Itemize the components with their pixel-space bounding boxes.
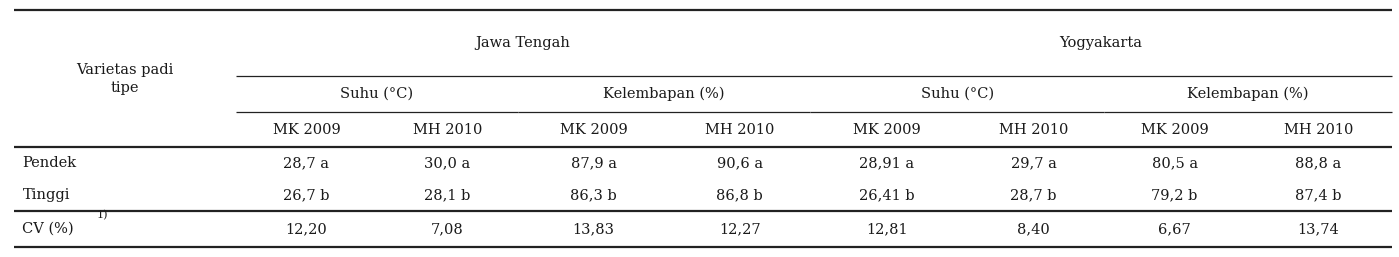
Text: 87,4 b: 87,4 b	[1295, 188, 1342, 202]
Text: 13,74: 13,74	[1298, 222, 1339, 236]
Text: 12,20: 12,20	[285, 222, 327, 236]
Text: Suhu (°C): Suhu (°C)	[340, 87, 414, 101]
Text: 86,3 b: 86,3 b	[571, 188, 617, 202]
Text: Kelembapan (%): Kelembapan (%)	[1188, 87, 1309, 101]
Text: MK 2009: MK 2009	[1140, 123, 1209, 136]
Text: 28,7 b: 28,7 b	[1010, 188, 1058, 202]
Text: MH 2010: MH 2010	[999, 123, 1069, 136]
Text: 90,6 a: 90,6 a	[716, 156, 762, 170]
Text: 1): 1)	[97, 209, 108, 220]
Text: 86,8 b: 86,8 b	[716, 188, 762, 202]
Text: 26,7 b: 26,7 b	[283, 188, 330, 202]
Text: Tinggi: Tinggi	[22, 188, 70, 202]
Text: CV (%): CV (%)	[22, 222, 74, 236]
Text: 13,83: 13,83	[572, 222, 614, 236]
Text: Jawa Tengah: Jawa Tengah	[476, 36, 571, 50]
Text: Varietas padi
tipe: Varietas padi tipe	[77, 63, 173, 95]
Text: 26,41 b: 26,41 b	[859, 188, 915, 202]
Text: Pendek: Pendek	[22, 156, 77, 170]
Text: 12,27: 12,27	[719, 222, 761, 236]
Text: 8,40: 8,40	[1017, 222, 1051, 236]
Text: 7,08: 7,08	[431, 222, 463, 236]
Text: 28,91 a: 28,91 a	[859, 156, 915, 170]
Text: MH 2010: MH 2010	[413, 123, 483, 136]
Text: 79,2 b: 79,2 b	[1151, 188, 1198, 202]
Text: Yogyakarta: Yogyakarta	[1059, 36, 1143, 50]
Text: 6,67: 6,67	[1158, 222, 1191, 236]
Text: MK 2009: MK 2009	[273, 123, 340, 136]
Text: Kelembapan (%): Kelembapan (%)	[603, 87, 725, 101]
Text: MH 2010: MH 2010	[1284, 123, 1353, 136]
Text: 88,8 a: 88,8 a	[1295, 156, 1342, 170]
Text: 29,7 a: 29,7 a	[1011, 156, 1056, 170]
Text: 28,1 b: 28,1 b	[424, 188, 470, 202]
Text: 28,7 a: 28,7 a	[284, 156, 329, 170]
Text: MH 2010: MH 2010	[705, 123, 775, 136]
Text: MK 2009: MK 2009	[853, 123, 921, 136]
Text: MK 2009: MK 2009	[560, 123, 627, 136]
Text: 30,0 a: 30,0 a	[424, 156, 470, 170]
Text: Suhu (°C): Suhu (°C)	[921, 87, 993, 101]
Text: 12,81: 12,81	[866, 222, 908, 236]
Text: 87,9 a: 87,9 a	[571, 156, 617, 170]
Text: 80,5 a: 80,5 a	[1151, 156, 1198, 170]
